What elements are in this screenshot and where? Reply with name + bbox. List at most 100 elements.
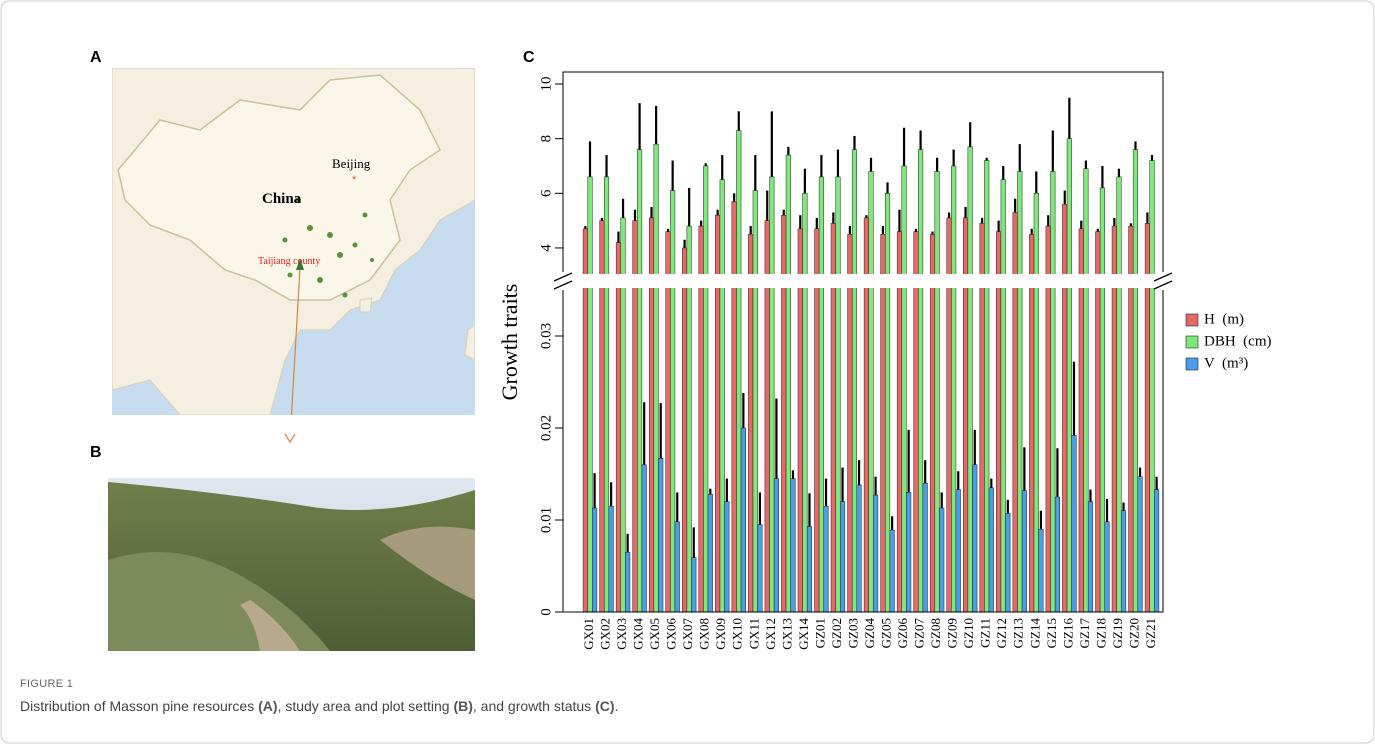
x-tick-label: GZ02 [829, 618, 844, 648]
bar [918, 149, 924, 613]
x-tick-label: GZ18 [1093, 618, 1108, 648]
bar [1104, 521, 1110, 613]
x-tick-label: GZ08 [928, 618, 943, 648]
legend-label: H (m) [1204, 311, 1244, 327]
x-tick-label: GX07 [680, 618, 695, 650]
bar [1021, 490, 1027, 613]
x-tick-label: GZ07 [912, 618, 927, 649]
break-mark [553, 280, 573, 290]
bar [1095, 231, 1101, 613]
bar [748, 234, 754, 613]
x-tick-label: GZ17 [1077, 618, 1092, 649]
x-tick-label: GZ11 [978, 618, 993, 648]
bar [603, 176, 610, 613]
bar [1005, 513, 1011, 613]
bar [851, 149, 858, 613]
caption-part: (C) [595, 698, 615, 714]
bar [736, 130, 742, 613]
bar [608, 505, 614, 613]
break-mark [1153, 280, 1173, 290]
bar [615, 242, 622, 613]
bar [1012, 212, 1018, 613]
panel-label: A [90, 49, 102, 66]
map-label: Beijing [332, 156, 371, 171]
bar [703, 165, 709, 613]
legend-swatch [1185, 357, 1199, 371]
bar [1087, 501, 1094, 613]
bar [901, 165, 907, 613]
y-tick-label: 0.02 [538, 415, 554, 441]
panel-label: B [90, 444, 102, 461]
bar [1017, 171, 1023, 613]
map-label: China [262, 191, 302, 207]
x-tick-label: GX13 [779, 618, 794, 650]
bar [889, 529, 895, 613]
svg-text:*: * [352, 174, 357, 186]
bar [731, 201, 737, 613]
x-tick-label: GX05 [647, 618, 662, 650]
bar [906, 492, 912, 613]
bar [913, 231, 919, 613]
x-tick-label: GZ04 [862, 618, 877, 649]
x-tick-label: GX08 [697, 618, 712, 650]
map-label: Taijiang county [258, 256, 320, 267]
bar [880, 234, 886, 613]
caption: FIGURE 1 Distribution of Masson pine res… [20, 678, 1350, 714]
caption-part: (B) [453, 698, 473, 714]
axis-frame [562, 71, 1164, 613]
x-tick-label: GZ14 [1027, 618, 1042, 649]
bar [625, 551, 631, 613]
bar [988, 487, 994, 613]
bar [773, 478, 779, 613]
y-tick-label: 0.01 [538, 507, 554, 533]
x-tick-label: GZ06 [895, 618, 910, 649]
bar [884, 193, 891, 613]
y-tick-label: 6 [538, 189, 554, 197]
bar [896, 231, 903, 613]
break-mark [553, 272, 573, 282]
bar [637, 149, 643, 613]
caption-part: , study area and plot setting [277, 698, 454, 714]
bar [1029, 234, 1035, 613]
bar [922, 482, 928, 613]
bar [806, 526, 813, 613]
bar [951, 165, 957, 613]
bar [670, 190, 676, 613]
caption-part: Distribution of Masson pine resources [20, 698, 259, 714]
bar [967, 146, 973, 613]
legend-label: V (m³) [1204, 355, 1248, 371]
x-tick-label: GZ12 [994, 618, 1009, 648]
x-tick-label: GX11 [746, 618, 761, 649]
x-tick-label: GZ15 [1044, 618, 1059, 648]
bar [929, 234, 936, 613]
x-tick-label: GX01 [581, 618, 596, 650]
bar [674, 521, 680, 613]
bar [1149, 160, 1155, 613]
bar [1120, 510, 1127, 613]
caption-part: (A) [258, 698, 278, 714]
bar [839, 501, 846, 613]
bar [587, 176, 593, 613]
bar [984, 160, 990, 613]
bar [592, 507, 598, 613]
bar [719, 179, 725, 613]
axis-break [533, 274, 1193, 288]
bar [682, 247, 688, 613]
map: * Beijing China Taijiang county [112, 68, 475, 444]
y-tick-label: 10 [538, 77, 554, 92]
x-tick-label: GZ10 [961, 618, 976, 648]
y-tick-label: 0.03 [538, 323, 554, 349]
x-tick-label: GX09 [713, 618, 728, 650]
x-tick-label: GZ09 [945, 618, 960, 648]
bar [1066, 138, 1072, 613]
bar [868, 171, 874, 613]
bar [769, 176, 775, 613]
x-tick-label: GZ13 [1011, 618, 1026, 648]
panel-label: C [523, 49, 535, 66]
bar [996, 231, 1002, 613]
bar [823, 505, 829, 613]
x-tick-label: GX02 [598, 618, 613, 650]
bar [790, 478, 796, 613]
